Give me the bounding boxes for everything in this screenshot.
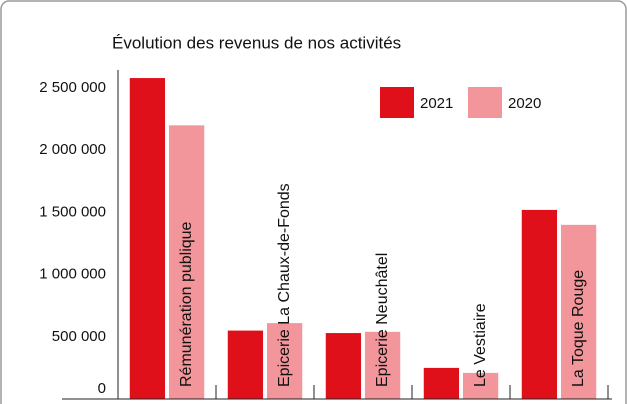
y-tick-label: 0 [98, 380, 106, 397]
y-tick-label: 2 500 000 [39, 79, 106, 96]
legend-swatch [380, 87, 414, 118]
bar [560, 224, 597, 399]
category-label: Epicerie La Chaux-de-Fonds [276, 183, 293, 387]
category-label: Rémunération publique [178, 221, 195, 387]
legend-swatch [468, 87, 502, 118]
bar [423, 367, 460, 399]
y-tick-label: 1 000 000 [39, 266, 106, 283]
bar [129, 78, 166, 399]
category-label: Epicerie Neuchâtel [374, 253, 391, 387]
bar [462, 372, 499, 399]
bar [364, 331, 401, 399]
category-label: La Toque Rouge [570, 270, 587, 387]
chart-title: Évolution des revenus de nos activités [112, 33, 401, 52]
bar [266, 323, 303, 399]
bar [325, 333, 362, 399]
y-tick-label: 500 000 [52, 328, 106, 345]
legend-label: 2020 [508, 95, 541, 112]
y-tick-label: 1 500 000 [39, 203, 106, 220]
y-tick-label: 2 000 000 [39, 141, 106, 158]
category-label: Le Vestiaire [472, 303, 489, 387]
legend-label: 2021 [420, 95, 453, 112]
bar [521, 209, 558, 399]
bar [168, 125, 205, 399]
bar [227, 330, 264, 399]
